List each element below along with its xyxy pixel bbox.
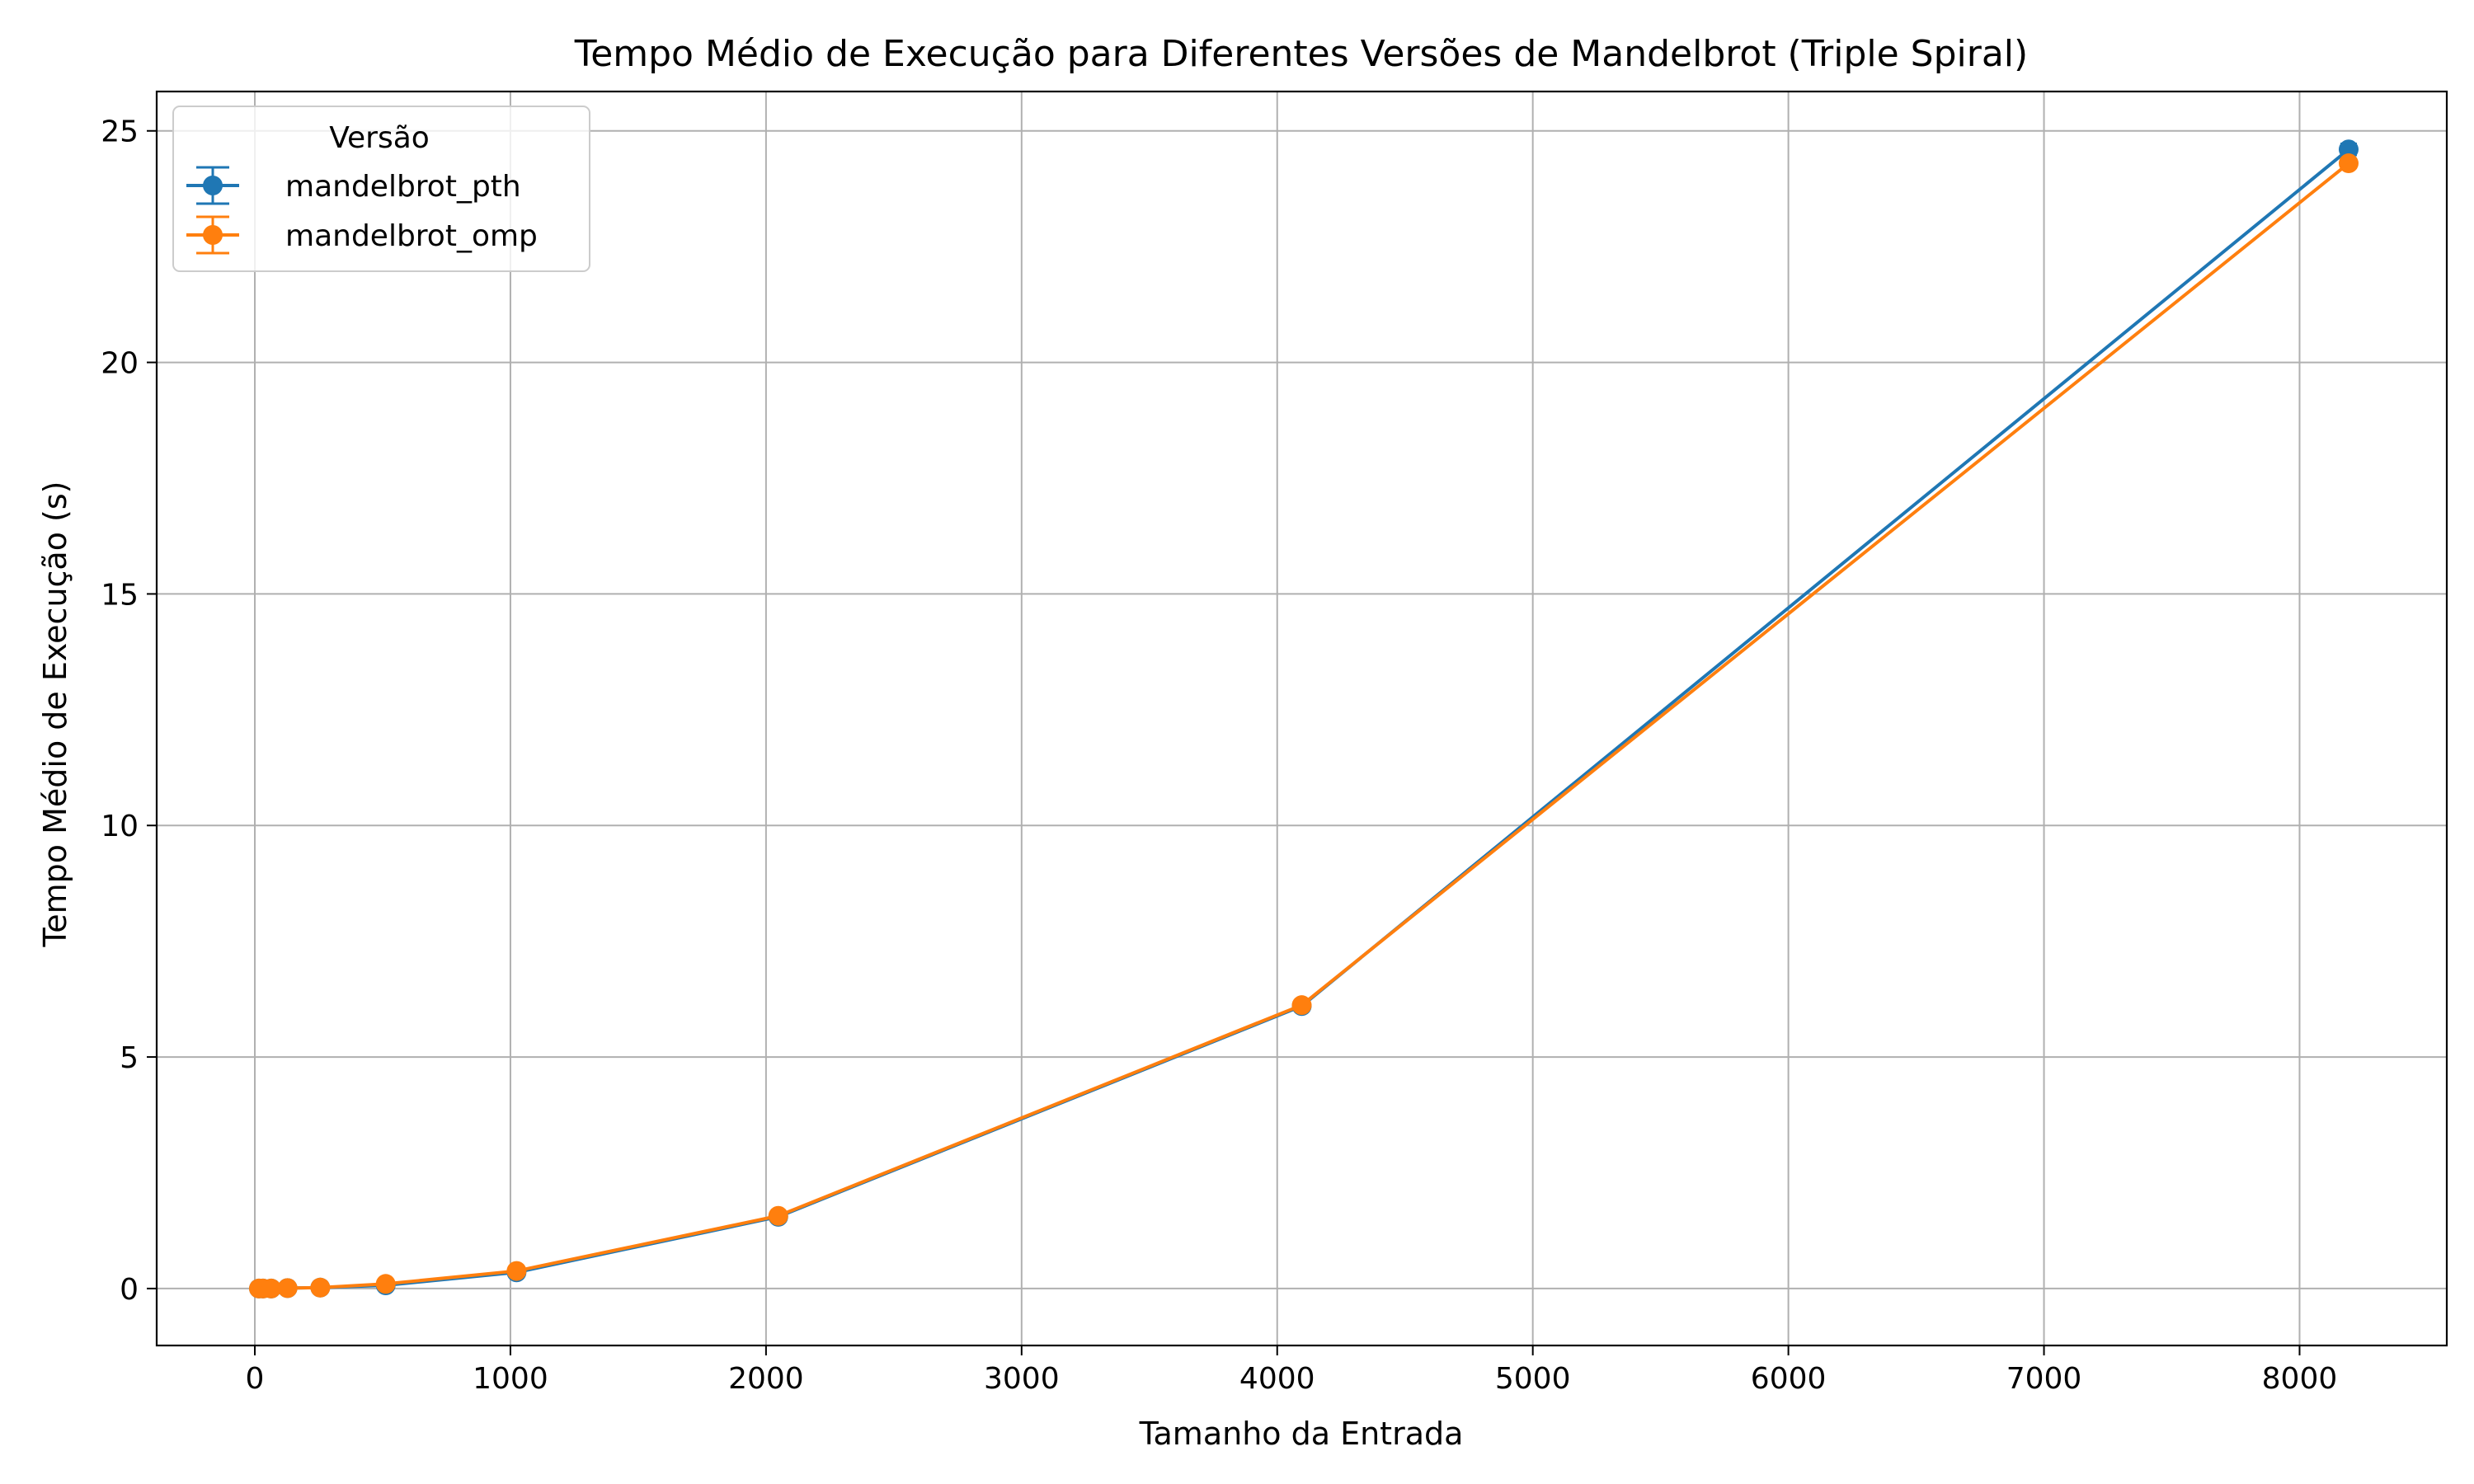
data-point xyxy=(2338,139,2359,160)
data-point xyxy=(1291,995,1312,1016)
x-tick-label: 5000 xyxy=(1495,1362,1571,1396)
legend-marker xyxy=(203,225,223,245)
x-axis-label: Tamanho da Entrada xyxy=(1139,1416,1464,1452)
y-tick-label: 25 xyxy=(101,115,139,149)
data-point xyxy=(506,1261,527,1281)
axis-ticks: 0 1000 2000 3000 4000 5000 6000 7000 8000 0 5 10 15 2… xyxy=(101,115,2337,1396)
data-point xyxy=(2338,153,2359,174)
y-tick-label: 0 xyxy=(120,1273,139,1307)
y-tick-label: 20 xyxy=(101,347,139,381)
x-tick-label: 3000 xyxy=(984,1362,1060,1396)
series-mandelbrot_omp xyxy=(248,153,2359,1298)
x-tick-label: 1000 xyxy=(473,1362,548,1396)
plot-frame xyxy=(155,90,2448,1347)
y-axis-label: Tempo Médio de Execução (s) xyxy=(37,481,73,948)
x-tick-label: 7000 xyxy=(2006,1362,2082,1396)
y-tick-label: 15 xyxy=(101,578,139,612)
y-tick-label: 5 xyxy=(120,1041,139,1075)
series-line xyxy=(258,162,2350,1290)
chart-title: Tempo Médio de Execução para Diferentes … xyxy=(574,33,2028,75)
series-line xyxy=(258,148,2350,1290)
x-tick-label: 0 xyxy=(246,1362,265,1396)
x-tick-label: 8000 xyxy=(2262,1362,2338,1396)
data-point xyxy=(277,1278,298,1298)
data-point xyxy=(768,1205,788,1226)
x-tick-label: 6000 xyxy=(1751,1362,1827,1396)
legend-title: Versão xyxy=(329,121,430,155)
series-layer xyxy=(248,139,2359,1298)
x-tick-label: 2000 xyxy=(728,1362,804,1396)
data-point xyxy=(261,1278,281,1298)
legend: Versão mandelbrot_pth mandelbrot_omp xyxy=(172,106,590,272)
legend-label: mandelbrot_pth xyxy=(285,170,521,204)
legend-box xyxy=(172,106,590,272)
legend-marker xyxy=(203,176,223,195)
legend-entry: mandelbrot_omp xyxy=(186,215,538,255)
y-tick-label: 10 xyxy=(101,810,139,843)
grid xyxy=(157,92,2447,1345)
data-point xyxy=(375,1274,396,1294)
x-tick-label: 4000 xyxy=(1239,1362,1315,1396)
data-point xyxy=(310,1277,331,1298)
series-mandelbrot_pth xyxy=(248,139,2359,1298)
legend-entry: mandelbrot_pth xyxy=(186,166,521,205)
legend-label: mandelbrot_omp xyxy=(285,219,538,253)
